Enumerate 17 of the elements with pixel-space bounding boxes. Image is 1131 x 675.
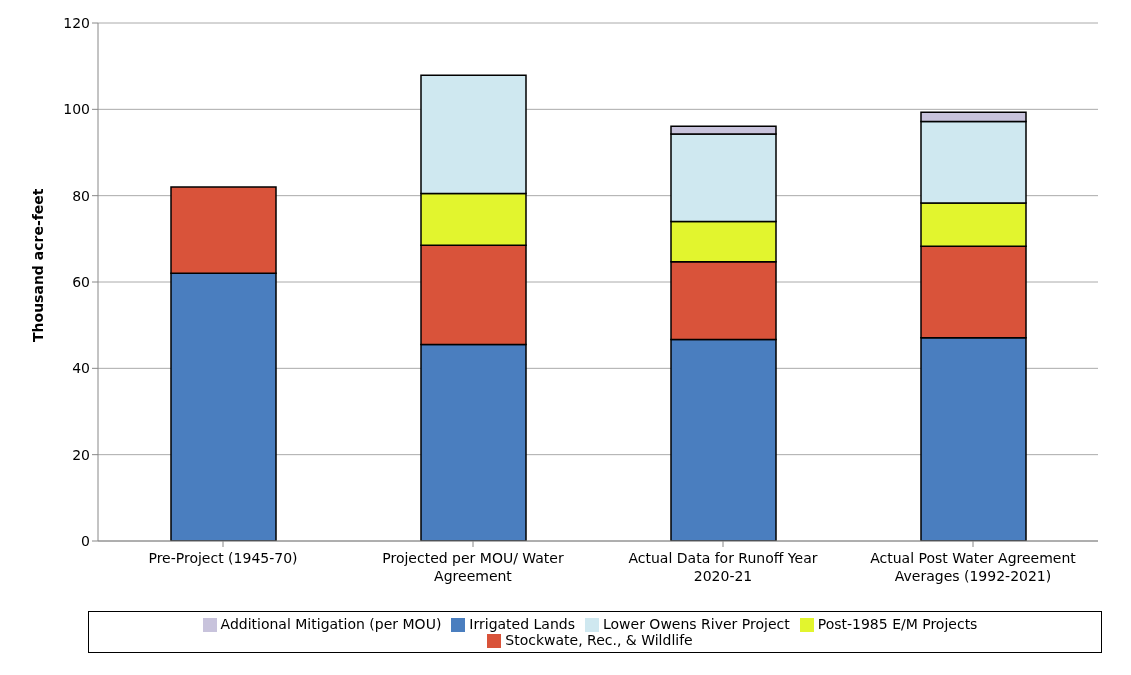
x-tick-label: Pre-Project (1945-70) bbox=[148, 550, 298, 566]
x-tick-label: Projected per MOU/ Water Agreement bbox=[382, 550, 564, 584]
y-tick-label: 100 bbox=[63, 101, 90, 118]
legend-label: Irrigated Lands bbox=[469, 616, 575, 632]
legend-label: Additional Mitigation (per MOU) bbox=[220, 616, 442, 632]
y-tick-label: 20 bbox=[72, 446, 90, 463]
legend-label: Lower Owens River Project bbox=[602, 616, 790, 632]
x-tick-label: Actual Post Water Agreement Averages (1992-2021) bbox=[870, 550, 1077, 584]
y-tick-label: 120 bbox=[63, 14, 90, 31]
legend-label: Post-1985 E/M Projects bbox=[817, 616, 978, 632]
y-tick-label: 40 bbox=[72, 360, 90, 377]
y-tick-label: 0 bbox=[81, 532, 90, 549]
legend-label: Stockwate, Rec., & Wildlife bbox=[505, 632, 693, 648]
y-tick-label: 60 bbox=[72, 273, 90, 290]
y-axis-title: Thousand acre-feet bbox=[29, 188, 46, 342]
x-tick-label: Actual Data for Runoff Year 2020-21 bbox=[628, 550, 818, 584]
y-tick-label: 80 bbox=[72, 187, 90, 204]
